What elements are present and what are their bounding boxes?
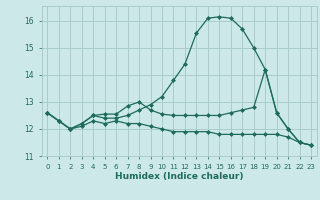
X-axis label: Humidex (Indice chaleur): Humidex (Indice chaleur) bbox=[115, 172, 244, 181]
